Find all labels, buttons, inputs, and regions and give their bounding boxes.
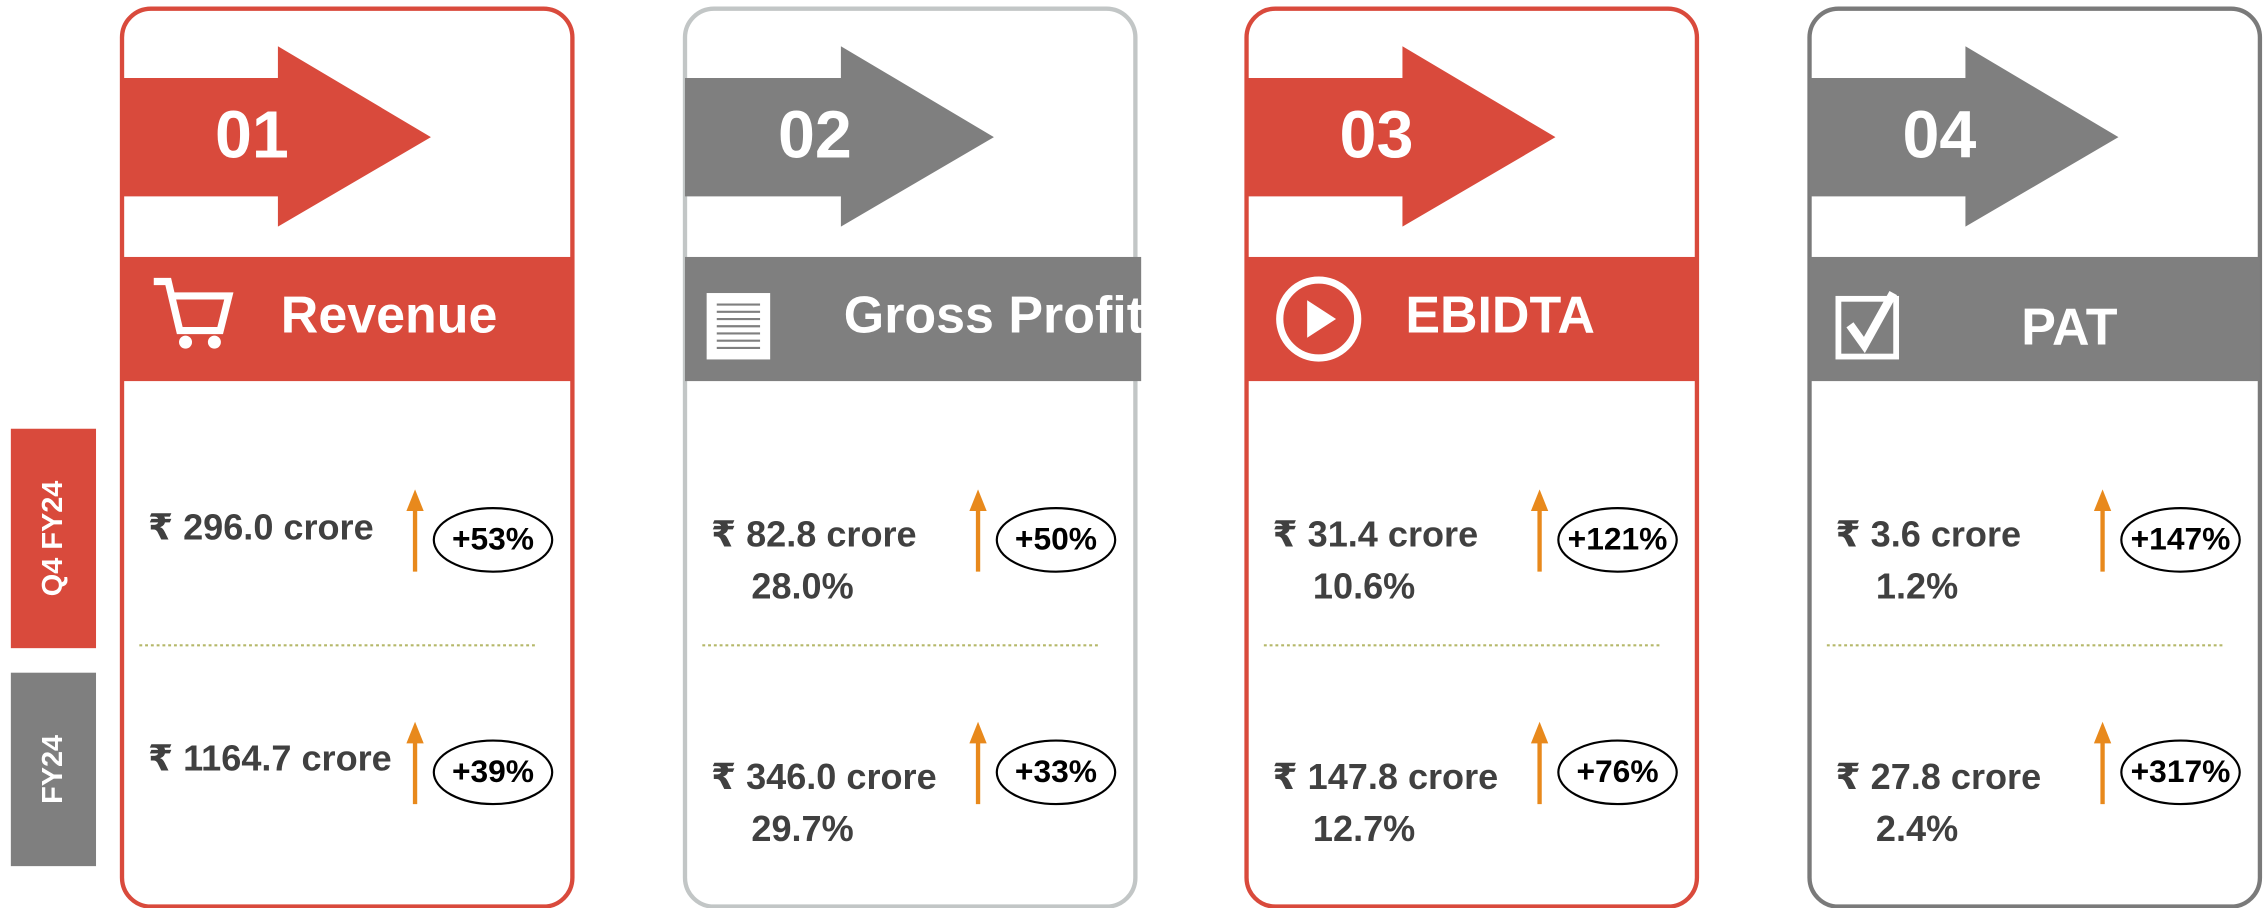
margin: 28.0% (751, 566, 853, 607)
card-number: 01 (215, 99, 289, 173)
arrow (1809, 46, 2119, 227)
growth-arrow-head (1530, 721, 1549, 744)
card-title: Gross Profit (844, 287, 1144, 345)
arrow (1246, 46, 1556, 227)
margin: 29.7% (751, 808, 853, 849)
growth-arrow-head (2093, 489, 2112, 512)
card-number: 03 (1340, 99, 1414, 173)
check-box (1835, 295, 1900, 360)
card-title: Revenue (281, 287, 498, 345)
growth: +317% (2131, 753, 2231, 789)
card-number: 04 (1903, 99, 1977, 173)
arrow (122, 46, 431, 227)
check-mark (1846, 290, 1898, 354)
header-icon (1276, 276, 1362, 362)
card (119, 6, 575, 908)
header-icon (706, 293, 771, 360)
amount: ₹ 147.8 crore (1273, 756, 1499, 797)
growth-badge (1557, 507, 1678, 573)
amount: ₹ 296.0 crore (148, 506, 374, 547)
amount: ₹ 82.8 crore (711, 514, 917, 555)
growth-arrow-head (2093, 721, 2112, 744)
card (1807, 6, 2263, 908)
growth-badge (432, 739, 554, 806)
growth-badge (432, 507, 554, 573)
header-icon (1835, 290, 1900, 360)
growth-badge (995, 739, 1117, 806)
amount: ₹ 3.6 crore (1836, 514, 2022, 555)
amount: ₹ 346.0 crore (711, 756, 937, 797)
header-band (1809, 256, 2260, 382)
amount: ₹ 1164.7 crore (148, 737, 392, 778)
growth: +147% (2131, 521, 2231, 557)
play-ring (1276, 276, 1362, 362)
side-label: FY24 (37, 735, 69, 804)
side-tab (10, 428, 97, 649)
growth-arrow-head (406, 721, 424, 744)
growth-badge (995, 507, 1117, 573)
wheel (207, 335, 221, 349)
growth: +50% (1015, 521, 1097, 557)
card-number: 02 (778, 99, 852, 173)
growth-arrow-head (969, 489, 987, 512)
growth-badge (2120, 739, 2241, 806)
side-label: Q4 FY24 (37, 481, 69, 597)
growth-badge (1557, 739, 1678, 806)
margin: 2.4% (1876, 808, 1958, 849)
header-band (122, 256, 573, 382)
growth-arrow-head (406, 489, 424, 512)
header-icon (153, 277, 234, 349)
cart-icon (153, 277, 234, 335)
card-title: EBIDTA (1405, 287, 1595, 345)
growth: +121% (1568, 521, 1668, 557)
growth: +53% (452, 521, 534, 557)
margin: 12.7% (1313, 808, 1415, 849)
margin: 1.2% (1876, 566, 1958, 607)
card (1244, 6, 1700, 908)
amount: ₹ 31.4 crore (1273, 514, 1479, 555)
play-triangle (1307, 300, 1337, 338)
growth-arrow-head (1530, 489, 1549, 512)
arrow (684, 46, 994, 227)
card (682, 6, 1138, 908)
growth-arrow-head (969, 721, 987, 744)
amount: ₹ 27.8 crore (1836, 756, 2042, 797)
growth: +39% (452, 753, 534, 789)
wheel (179, 335, 193, 349)
growth: +76% (1576, 753, 1658, 789)
growth-badge (2120, 507, 2241, 573)
card-title: PAT (2021, 298, 2117, 356)
side-tab (10, 672, 97, 867)
margin: 10.6% (1313, 566, 1415, 607)
growth: +33% (1015, 753, 1097, 789)
